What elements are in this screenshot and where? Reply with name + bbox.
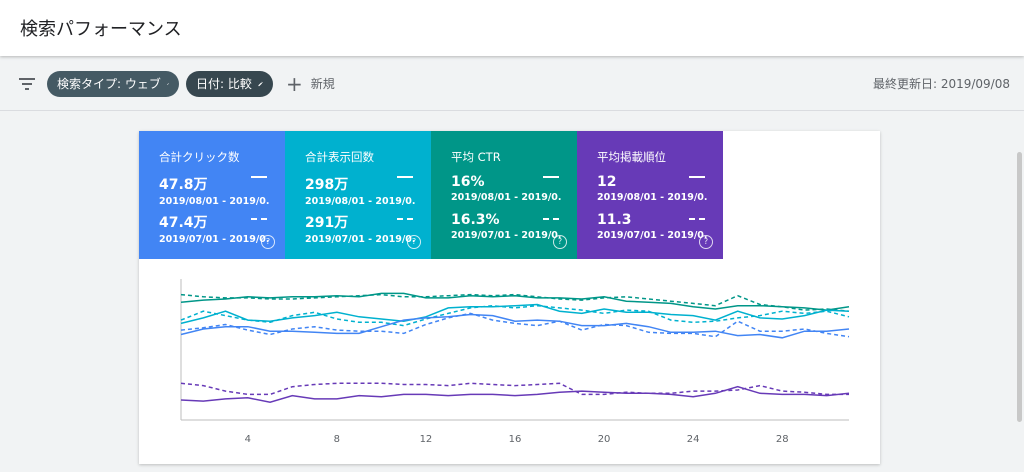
metric-value-previous: 11.3 <box>597 212 632 228</box>
metric-label: 平均掲載順位 <box>597 150 666 164</box>
metric-card-impressions[interactable]: 合計表示回数 298万 2019/08/01 - 2019/0... 291万 … <box>285 131 431 259</box>
pencil-icon <box>258 81 263 87</box>
metric-value-previous: 291万 <box>305 215 349 231</box>
series-line-2 <box>180 303 850 325</box>
dashed-line-legend-icon <box>251 218 267 220</box>
pencil-icon <box>167 83 169 85</box>
metric-card-position[interactable]: 平均掲載順位 12 2019/08/01 - 2019/0... 11.3 20… <box>577 131 723 259</box>
filter-list-icon[interactable] <box>18 75 36 93</box>
metric-range-previous: 2019/07/01 - 2019/0... <box>451 230 561 241</box>
plus-icon: + <box>286 72 303 96</box>
dashed-line-legend-icon <box>543 218 559 220</box>
dashed-line-legend-icon <box>397 218 413 220</box>
series-line-4 <box>180 313 850 339</box>
app-header: 検索パフォーマンス <box>0 0 1024 56</box>
metric-range-previous: 2019/07/01 - 2019/0... <box>159 234 269 245</box>
x-tick-label: 24 <box>687 434 700 445</box>
x-tick-label: 20 <box>598 434 611 445</box>
date-chip-label: 日付: 比較 <box>196 77 252 91</box>
metric-value-current: 12 <box>597 174 617 190</box>
metric-value-previous: 16.3% <box>451 212 500 228</box>
help-icon[interactable]: ? <box>407 235 421 249</box>
series-line-0 <box>180 292 850 311</box>
metric-label: 合計表示回数 <box>305 150 374 164</box>
solid-line-legend-icon <box>397 176 413 178</box>
series-line-7 <box>180 385 850 403</box>
x-tick-label: 16 <box>509 434 522 445</box>
metric-card-ctr[interactable]: 平均 CTR 16% 2019/08/01 - 2019/0... 16.3% … <box>431 131 577 259</box>
metric-value-current: 298万 <box>305 177 349 193</box>
metric-label: 合計クリック数 <box>159 150 240 164</box>
metric-range-current: 2019/08/01 - 2019/0... <box>451 192 561 203</box>
metric-range-previous: 2019/07/01 - 2019/0... <box>305 234 415 245</box>
page-scrollbar[interactable] <box>1015 112 1024 472</box>
series-line-6 <box>180 382 849 396</box>
search-type-chip-label: 検索タイプ: ウェブ <box>57 77 161 91</box>
metric-value-previous: 47.4万 <box>159 215 208 231</box>
filter-toolbar: 検索タイプ: ウェブ 日付: 比較 + 新規 最終更新日: 2019/09/08 <box>0 58 1024 111</box>
date-compare-chip[interactable]: 日付: 比較 <box>186 71 273 97</box>
last-updated-text: 最終更新日: 2019/09/08 <box>872 77 1010 91</box>
metric-value-current: 16% <box>451 174 485 190</box>
help-icon[interactable]: ? <box>261 235 275 249</box>
metric-label: 平均 CTR <box>451 150 501 164</box>
metric-range-current: 2019/08/01 - 2019/0... <box>305 196 415 207</box>
dashed-line-legend-icon <box>689 218 705 220</box>
metric-range-current: 2019/08/01 - 2019/0... <box>159 196 269 207</box>
x-tick-label: 12 <box>420 434 433 445</box>
x-tick-label: 8 <box>334 434 340 445</box>
metric-card-clicks[interactable]: 合計クリック数 47.8万 2019/08/01 - 2019/0... 47.… <box>139 131 285 259</box>
metric-range-current: 2019/08/01 - 2019/0... <box>597 192 707 203</box>
add-filter-button[interactable]: + 新規 <box>286 71 335 97</box>
page-title: 検索パフォーマンス <box>20 19 182 40</box>
help-icon[interactable]: ? <box>553 235 567 249</box>
performance-card: 合計クリック数 47.8万 2019/08/01 - 2019/0... 47.… <box>139 131 880 464</box>
series-line-5 <box>180 312 850 338</box>
metric-range-previous: 2019/07/01 - 2019/0... <box>597 230 707 241</box>
x-tick-label: 4 <box>245 434 251 445</box>
series-line-3 <box>180 304 850 327</box>
solid-line-legend-icon <box>543 176 559 178</box>
search-type-chip[interactable]: 検索タイプ: ウェブ <box>47 71 179 97</box>
add-filter-label: 新規 <box>310 77 335 91</box>
help-icon[interactable]: ? <box>699 235 713 249</box>
solid-line-legend-icon <box>251 176 267 178</box>
scrollbar-thumb[interactable] <box>1017 152 1022 422</box>
series-line-1 <box>180 293 850 312</box>
performance-line-chart[interactable]: 4 8 12 16 20 24 28 <box>139 131 880 464</box>
metric-value-current: 47.8万 <box>159 177 208 193</box>
x-tick-label: 28 <box>776 434 789 445</box>
solid-line-legend-icon <box>689 176 705 178</box>
